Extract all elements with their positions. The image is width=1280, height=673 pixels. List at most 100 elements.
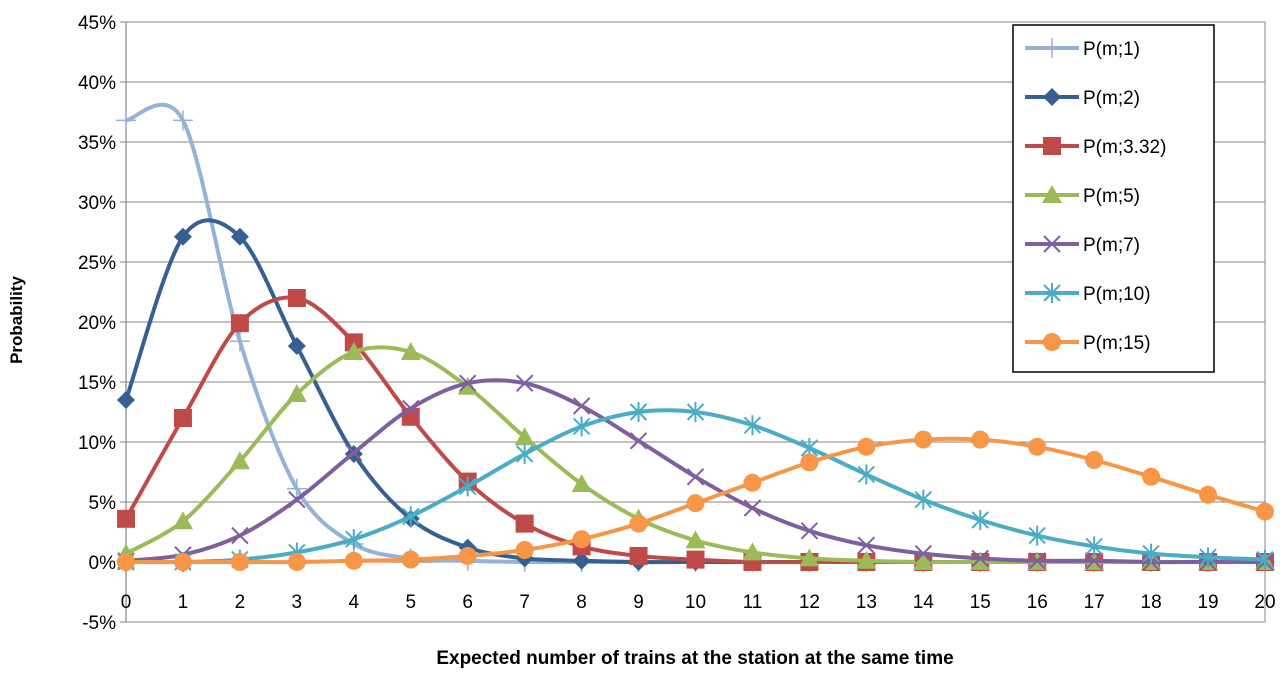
data-point	[400, 342, 421, 360]
data-point	[686, 468, 705, 486]
data-point	[229, 451, 250, 470]
data-point	[117, 509, 135, 528]
series-6	[117, 430, 1274, 571]
x-tick-label: 6	[462, 592, 473, 613]
legend-item: P(m;2)	[1025, 88, 1140, 109]
x-tick-label: 8	[576, 592, 587, 613]
legend-marker	[1043, 137, 1061, 155]
data-point	[743, 473, 762, 492]
x-tick-label: 13	[856, 592, 877, 613]
data-point	[971, 549, 989, 568]
legend-item: P(m;1)	[1025, 38, 1140, 60]
data-point	[117, 391, 135, 409]
data-point	[857, 464, 876, 485]
x-tick-label: 19	[1197, 592, 1218, 613]
x-tick-label: 0	[121, 592, 132, 613]
data-point	[286, 384, 307, 402]
data-point	[288, 490, 306, 509]
legend-item: P(m;10)	[1025, 283, 1151, 305]
data-point	[286, 478, 307, 499]
legend-marker	[1042, 38, 1062, 58]
data-point	[743, 499, 762, 517]
data-point	[629, 547, 648, 565]
data-point	[344, 551, 363, 570]
data-point	[914, 544, 933, 563]
data-point	[572, 530, 591, 549]
data-point	[629, 432, 648, 450]
data-point	[685, 530, 706, 549]
axes: -5%0%5%10%15%20%25%30%35%40%45%0 1 2 3 4 5 6 7 8…	[78, 13, 1276, 634]
legend-marker	[1043, 88, 1061, 106]
data-point	[514, 427, 535, 446]
data-point	[1142, 543, 1160, 564]
data-point	[572, 416, 591, 437]
data-point	[686, 402, 705, 422]
x-tick-label: 12	[799, 592, 820, 613]
data-point	[1028, 437, 1047, 456]
data-point	[914, 489, 933, 510]
x-tick-label: 5	[405, 592, 416, 613]
data-point	[287, 337, 306, 355]
data-point	[1199, 547, 1217, 568]
legend-label: P(m;7)	[1083, 235, 1140, 256]
data-point	[172, 110, 193, 131]
data-point	[686, 550, 705, 569]
legend-label: P(m;10)	[1083, 284, 1151, 305]
x-tick-label: 3	[292, 592, 303, 613]
data-point	[629, 514, 648, 533]
data-point	[913, 552, 934, 570]
y-tick-label: 20%	[78, 313, 116, 334]
legend-label: P(m;1)	[1083, 39, 1140, 60]
data-point	[401, 550, 420, 569]
data-point	[1028, 552, 1046, 570]
legend-item: P(m;7)	[1025, 235, 1140, 256]
legend-marker	[1042, 185, 1062, 203]
data-point	[458, 547, 477, 565]
legend-label: P(m;5)	[1083, 186, 1140, 207]
data-point	[116, 110, 136, 131]
x-tick-label: 4	[349, 592, 360, 613]
legend-marker	[1043, 283, 1061, 303]
data-point	[970, 552, 991, 570]
y-tick-label: 10%	[78, 433, 116, 454]
y-tick-label: 5%	[89, 493, 117, 514]
legend-label: P(m;2)	[1083, 88, 1140, 109]
legend-item: P(m;5)	[1025, 185, 1140, 207]
data-point	[402, 399, 420, 418]
y-tick-label: 0%	[89, 553, 117, 574]
data-point	[742, 542, 763, 561]
legend-item: P(m;3.32)	[1025, 137, 1166, 158]
x-tick-label: 14	[913, 592, 935, 613]
data-point	[971, 510, 989, 530]
x-tick-label: 9	[633, 592, 644, 613]
data-point	[1085, 451, 1104, 469]
legend: P(m;1) P(m;2) P(m;3.32) P(m;5) P(m;7) P(m;10)…	[1012, 24, 1215, 373]
x-tick-label: 7	[519, 592, 530, 613]
data-point	[343, 342, 364, 360]
data-point	[173, 553, 192, 571]
data-point	[800, 453, 819, 472]
x-tick-label: 15	[970, 592, 991, 613]
data-point	[1256, 549, 1274, 570]
data-point	[1256, 502, 1274, 521]
x-tick-label: 1	[178, 592, 189, 613]
data-point	[1028, 525, 1046, 546]
legend-label: P(m;15)	[1083, 333, 1151, 354]
data-point	[857, 536, 876, 554]
data-point	[572, 397, 591, 415]
data-point	[231, 526, 249, 545]
data-point	[458, 374, 477, 392]
data-point	[857, 437, 876, 456]
data-point	[458, 476, 477, 497]
y-tick-label: 30%	[78, 193, 116, 214]
x-tick-label: 2	[235, 592, 246, 613]
data-point	[172, 511, 193, 530]
x-tick-label: 18	[1141, 592, 1162, 613]
y-tick-label: 15%	[78, 373, 116, 394]
series-line	[125, 378, 1265, 565]
data-point	[914, 430, 933, 449]
x-tick-label: 10	[685, 592, 706, 613]
series-layer	[116, 102, 1275, 572]
y-tick-label: 25%	[78, 253, 116, 274]
